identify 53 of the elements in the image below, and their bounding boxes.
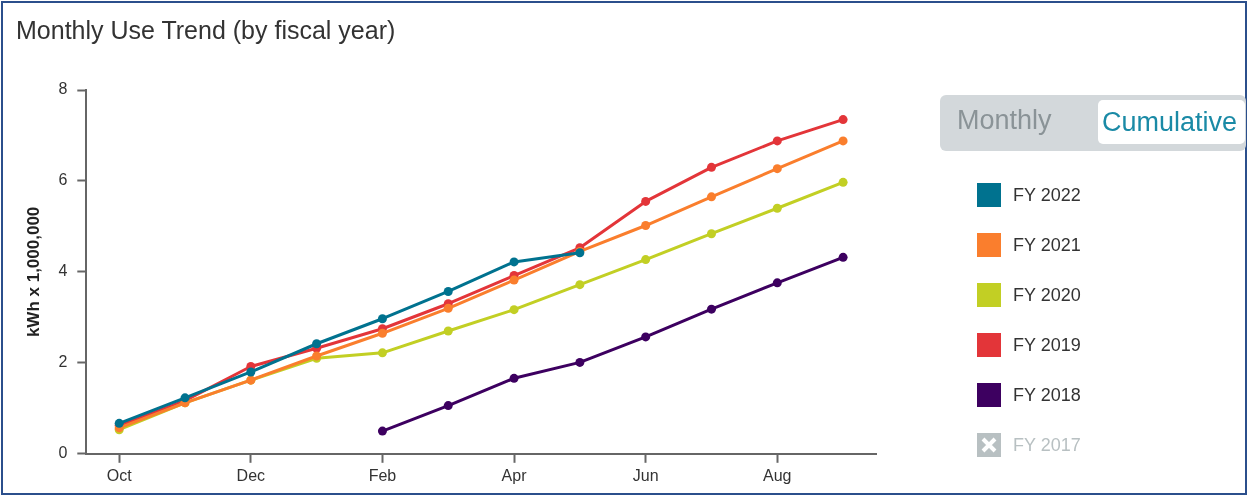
text: Cumulative — [1098, 100, 1246, 144]
x-tick-label: Oct — [106, 466, 133, 484]
point — [641, 196, 651, 206]
point — [706, 229, 716, 239]
point — [838, 115, 848, 125]
point — [443, 401, 453, 411]
point — [312, 339, 322, 349]
chart-title: Monthly Use Trend (by fiscal year) — [16, 16, 396, 45]
point — [641, 332, 651, 342]
point — [641, 255, 651, 265]
point — [575, 357, 585, 367]
point — [377, 426, 387, 436]
x-tick-label: Aug — [763, 466, 792, 484]
y-tick-label: 8 — [58, 80, 68, 98]
x-tick-label: Apr — [501, 466, 528, 484]
legend-label: FY 2020 — [1013, 284, 1081, 306]
point — [838, 136, 848, 146]
x-tick-label: Dec — [236, 466, 266, 484]
point — [575, 280, 585, 290]
point — [443, 286, 453, 296]
point — [706, 192, 716, 202]
point — [246, 367, 256, 377]
point — [509, 257, 519, 267]
legend-label: FY 2018 — [1013, 384, 1081, 406]
point — [706, 304, 716, 314]
point — [443, 303, 453, 313]
point — [772, 203, 782, 213]
point — [838, 177, 848, 187]
point — [443, 326, 453, 336]
y-tick-label: 2 — [58, 353, 68, 371]
x-tick-label: Jun — [632, 466, 659, 484]
point — [772, 278, 782, 288]
y-axis-title: kWh x 1,000,000 — [23, 206, 43, 338]
point — [509, 305, 519, 315]
point — [838, 252, 848, 262]
legend-label: FY 2017 — [1013, 434, 1081, 456]
point — [772, 136, 782, 146]
point — [377, 314, 387, 324]
text: Monthly — [957, 105, 1052, 136]
y-tick-label: 6 — [58, 171, 68, 189]
point — [772, 164, 782, 174]
legend-label: FY 2019 — [1013, 334, 1081, 356]
y-tick-label: 0 — [58, 444, 68, 462]
point — [377, 328, 387, 338]
y-tick-label: 4 — [58, 262, 68, 280]
point — [377, 348, 387, 358]
point — [706, 162, 716, 172]
legend-label: FY 2022 — [1013, 184, 1081, 206]
point — [509, 275, 519, 285]
point — [509, 373, 519, 383]
point — [641, 221, 651, 231]
x-tick-label: Feb — [368, 466, 397, 484]
legend-label: FY 2021 — [1013, 234, 1081, 256]
